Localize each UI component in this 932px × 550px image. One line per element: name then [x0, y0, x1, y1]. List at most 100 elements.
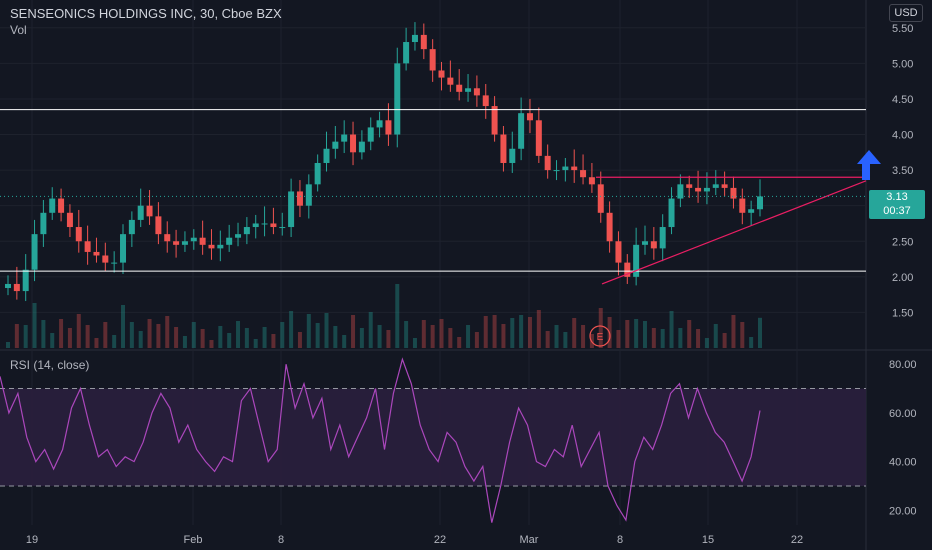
currency-button[interactable]: USD	[889, 4, 923, 22]
candle-body	[314, 162, 321, 185]
candle-body	[146, 205, 153, 217]
volume-bar	[351, 315, 356, 348]
price-tick-label: 2.00	[892, 272, 913, 284]
candle-body	[739, 198, 746, 213]
rsi-line	[0, 357, 761, 523]
volume-bar	[749, 337, 754, 348]
volume-bar	[448, 328, 453, 348]
volume-bar	[758, 317, 762, 348]
time-tick-label: 8	[617, 534, 623, 546]
candle-body	[394, 63, 401, 135]
candle-body	[721, 184, 728, 188]
candle-body	[456, 84, 463, 92]
candle-body	[438, 70, 445, 78]
volume-bar	[85, 325, 90, 348]
candle-body	[84, 241, 91, 252]
candle-body	[597, 184, 604, 213]
candle-body	[588, 177, 595, 185]
candle-body	[420, 34, 427, 50]
volume-bar	[94, 338, 99, 348]
candle-body	[491, 106, 498, 135]
candle-body	[217, 244, 224, 249]
candle-body	[5, 283, 11, 289]
volume-bar	[572, 318, 577, 348]
volume-bar	[59, 319, 64, 348]
volume-bar	[492, 315, 497, 348]
candle-body	[712, 184, 719, 188]
candle-body	[730, 187, 737, 199]
candle-body	[447, 77, 454, 85]
candle-body	[226, 237, 233, 245]
candle-body	[288, 191, 295, 228]
candle-body	[668, 198, 675, 228]
candle-body	[323, 148, 330, 163]
candle-body	[367, 127, 374, 142]
volume-bar	[722, 333, 727, 348]
price-tick-label: 5.00	[892, 58, 913, 70]
volume-bar	[32, 303, 37, 348]
price-tick-label: 5.50	[892, 23, 913, 35]
time-tick-label: 15	[702, 534, 714, 546]
volume-bar	[474, 332, 479, 348]
bar-countdown: 00:37	[883, 205, 911, 217]
last-price-tag: 3.13 00:37	[869, 190, 925, 219]
volume-bar	[324, 313, 329, 348]
rsi-label: RSI (14, close)	[10, 358, 90, 372]
candle-body	[641, 241, 648, 245]
volume-bar	[156, 324, 161, 348]
volume-bar	[236, 321, 241, 348]
candle-body	[137, 205, 144, 220]
time-tick-label: Feb	[184, 534, 203, 546]
volume-bar	[439, 319, 444, 348]
volume-bar	[359, 328, 364, 348]
candle-body	[58, 198, 65, 213]
volume-bar	[616, 330, 621, 348]
volume-bar	[625, 320, 630, 348]
volume-bar	[289, 311, 294, 348]
volume-bar	[466, 325, 471, 348]
candle-body	[296, 191, 303, 206]
candle-body	[695, 187, 702, 192]
rsi-tick-label: 40.00	[889, 457, 917, 469]
volume-bar	[6, 342, 10, 348]
volume-bar	[740, 322, 745, 348]
candle-body	[350, 134, 357, 153]
candle-body	[535, 120, 542, 156]
volume-bar	[244, 328, 249, 348]
candle-body	[580, 170, 587, 178]
volume-bar	[519, 315, 524, 348]
candle-body	[650, 241, 657, 249]
candle-body	[473, 88, 480, 96]
volume-bar	[147, 319, 152, 348]
rsi-tick-label: 60.00	[889, 408, 917, 420]
candle-body	[465, 88, 472, 92]
volume-bar	[227, 333, 232, 348]
volume-bar	[297, 332, 302, 348]
volume-bar	[704, 338, 709, 348]
volume-bar	[412, 338, 417, 348]
symbol-title: SENSEONICS HOLDINGS INC, 30, Cboe BZX	[10, 6, 282, 21]
volume-bar	[271, 334, 276, 348]
candle-body	[633, 244, 640, 277]
candle-body	[562, 166, 569, 171]
volume-bar	[191, 322, 196, 348]
candle-body	[270, 223, 277, 228]
volume-bar	[660, 329, 665, 348]
candle-body	[181, 241, 188, 245]
candle-body	[403, 42, 410, 64]
volume-bar	[696, 329, 701, 348]
volume-bar	[76, 314, 81, 348]
volume-bar	[253, 339, 258, 348]
candle-body	[544, 155, 551, 171]
volume-bar	[103, 322, 108, 348]
volume-bar	[306, 314, 311, 348]
time-tick-label: Mar	[520, 534, 539, 546]
price-tick-label: 4.50	[892, 94, 913, 106]
candle-body	[235, 234, 242, 238]
candle-body	[120, 234, 127, 263]
volume-bar	[200, 329, 205, 348]
candle-body	[243, 227, 250, 235]
volume-bar	[14, 324, 19, 348]
volume-bar	[315, 323, 320, 348]
